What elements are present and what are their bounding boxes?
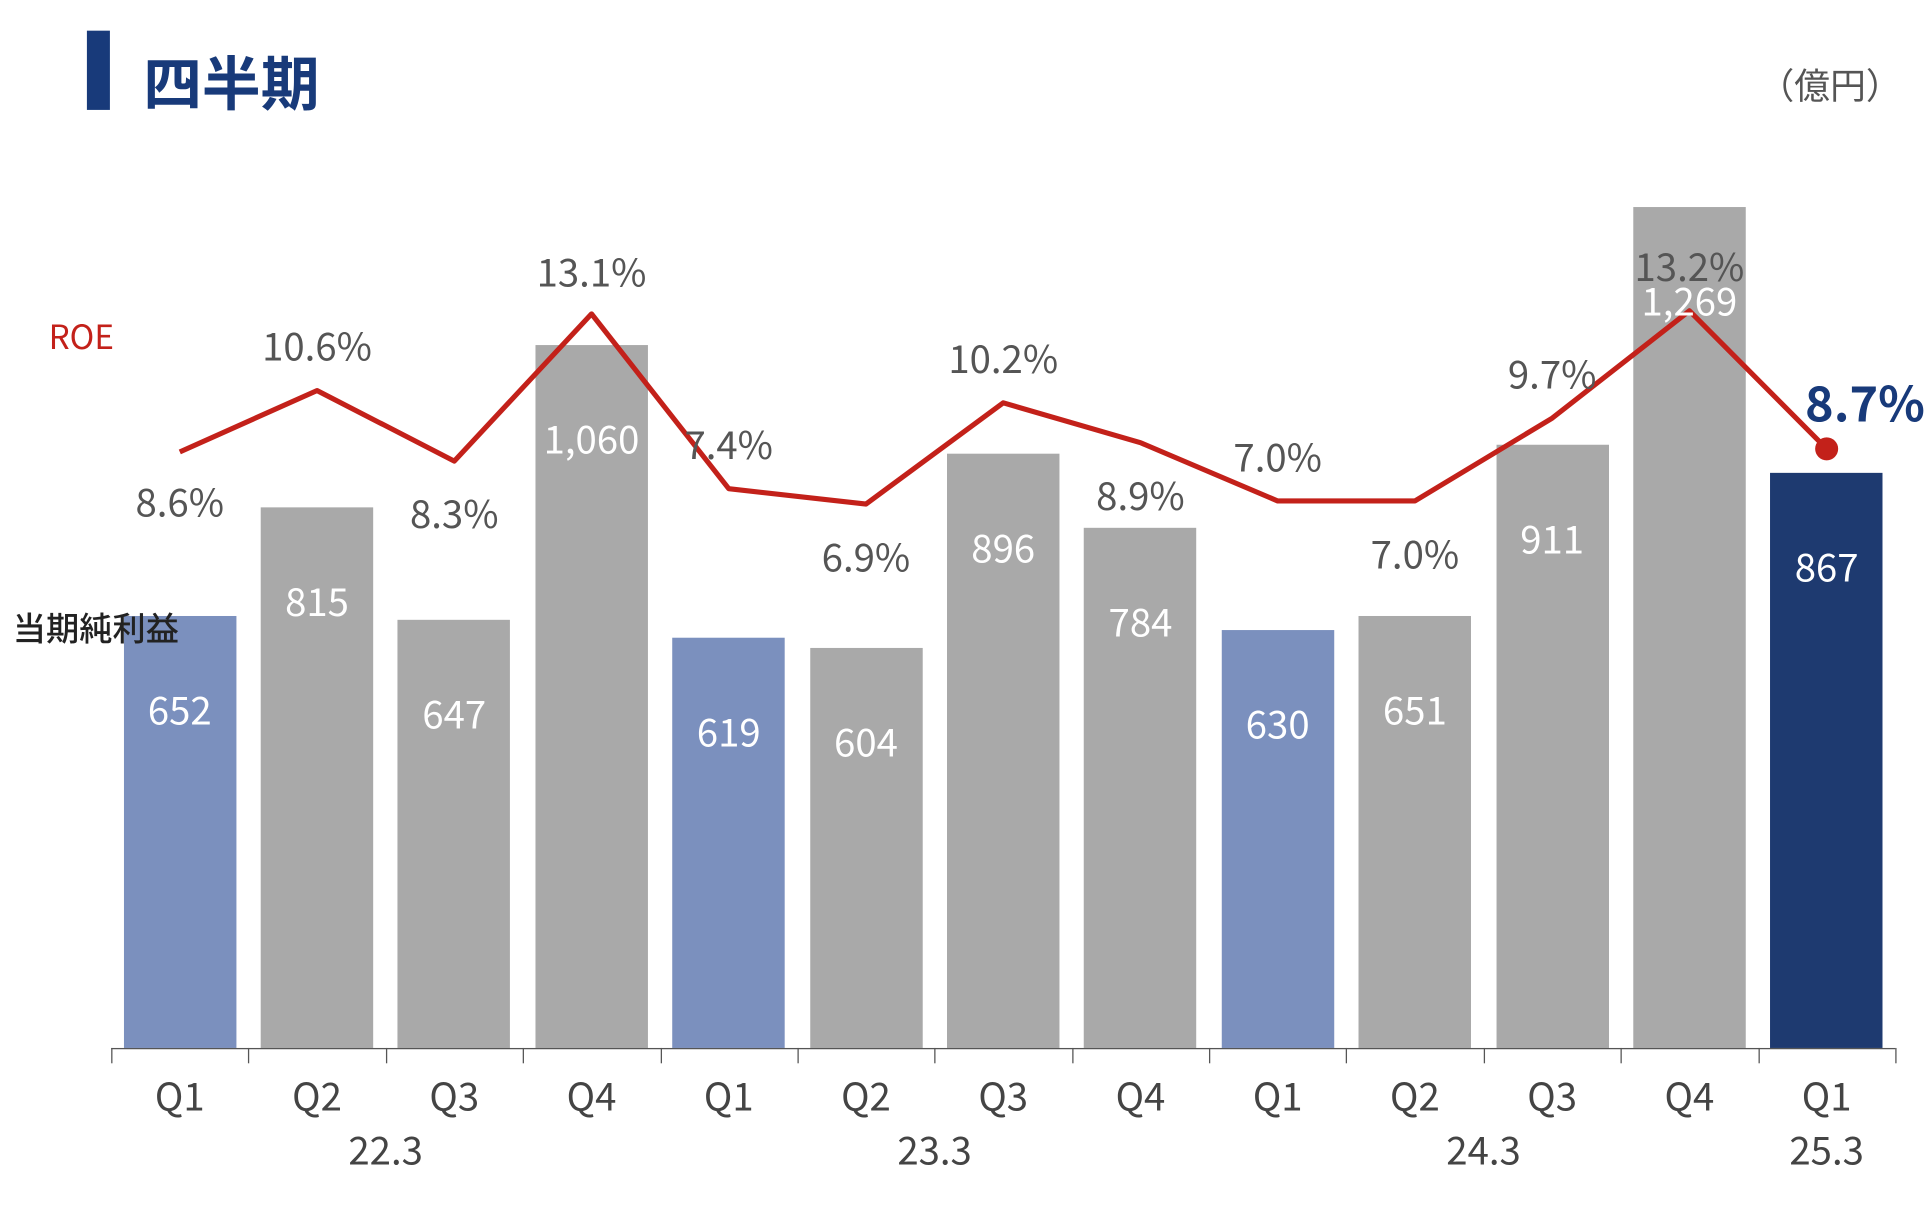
- bar-value-label: 630: [1246, 694, 1310, 750]
- bar: [1221, 630, 1333, 1047]
- roe-value-label: 10.6%: [262, 316, 372, 372]
- roe-value-label: 7.0%: [1233, 426, 1322, 482]
- chart-plot-area: [111, 153, 1895, 1048]
- roe-value-label: 10.2%: [948, 328, 1058, 384]
- roe-value-label: 6.9%: [822, 526, 911, 582]
- x-year-label: 25.3: [1789, 1120, 1864, 1176]
- x-category-label: Q3: [429, 1066, 479, 1122]
- unit-label: （億円）: [1759, 59, 1902, 110]
- x-category-label: Q1: [1253, 1066, 1303, 1122]
- bar-value-label: 647: [422, 683, 486, 739]
- x-axis-tick: [248, 1048, 249, 1063]
- x-axis-tick: [660, 1048, 661, 1063]
- bar-value-label: 619: [697, 702, 761, 758]
- bar-value-label: 784: [1109, 592, 1173, 648]
- x-category-label: Q2: [1390, 1066, 1440, 1122]
- bar-value-label: 652: [148, 680, 212, 736]
- x-category-label: Q2: [292, 1066, 342, 1122]
- roe-value-label: 7.0%: [1371, 523, 1460, 579]
- x-category-label: Q4: [1116, 1066, 1166, 1122]
- x-axis-tick: [1209, 1048, 1210, 1063]
- x-category-label: Q4: [567, 1066, 617, 1122]
- title-accent-bar: [87, 31, 110, 110]
- x-category-label: Q4: [1665, 1066, 1715, 1122]
- x-axis-tick: [1346, 1048, 1347, 1063]
- x-axis-baseline: [111, 1048, 1895, 1049]
- roe-value-label: 9.7%: [1508, 343, 1597, 399]
- bar-value-label: 604: [834, 712, 898, 768]
- x-axis-tick: [1621, 1048, 1622, 1063]
- x-year-label: 23.3: [897, 1120, 972, 1176]
- roe-value-label: 13.1%: [537, 242, 647, 298]
- bar-value-label: 911: [1520, 508, 1584, 564]
- x-year-label: 24.3: [1446, 1120, 1521, 1176]
- bar-value-label: 651: [1383, 680, 1447, 736]
- x-axis-tick: [1072, 1048, 1073, 1063]
- x-category-label: Q2: [841, 1066, 891, 1122]
- bar-value-label: 867: [1795, 537, 1859, 593]
- bar: [1633, 207, 1745, 1048]
- x-year-label: 22.3: [348, 1120, 423, 1176]
- x-category-label: Q1: [704, 1066, 754, 1122]
- bar-series-label: 当期純利益: [13, 603, 179, 650]
- x-axis-tick: [797, 1048, 798, 1063]
- x-category-label: Q1: [1802, 1066, 1852, 1122]
- roe-value-label: 8.9%: [1096, 465, 1185, 521]
- x-axis-tick: [386, 1048, 387, 1063]
- x-axis-tick: [1484, 1048, 1485, 1063]
- x-axis-tick: [523, 1048, 524, 1063]
- roe-value-label: 8.7%: [1805, 366, 1925, 436]
- bar-value-label: 896: [971, 518, 1035, 574]
- line-series-label: ROE: [49, 312, 114, 359]
- bar: [673, 638, 785, 1048]
- x-axis-tick: [1895, 1048, 1896, 1063]
- bar-value-label: 1,060: [544, 409, 640, 465]
- roe-value-label: 8.3%: [410, 483, 499, 539]
- bar: [810, 648, 922, 1048]
- roe-value-label: 8.6%: [136, 472, 225, 528]
- bar-value-label: 815: [285, 572, 349, 628]
- roe-value-label: 7.4%: [684, 414, 773, 470]
- x-category-label: Q1: [155, 1066, 205, 1122]
- roe-value-label: 13.2%: [1635, 236, 1745, 292]
- page-title: 四半期: [143, 38, 319, 122]
- x-axis-tick: [935, 1048, 936, 1063]
- x-category-label: Q3: [978, 1066, 1028, 1122]
- x-axis-tick: [111, 1048, 112, 1063]
- x-axis-tick: [1758, 1048, 1759, 1063]
- x-category-label: Q3: [1527, 1066, 1577, 1122]
